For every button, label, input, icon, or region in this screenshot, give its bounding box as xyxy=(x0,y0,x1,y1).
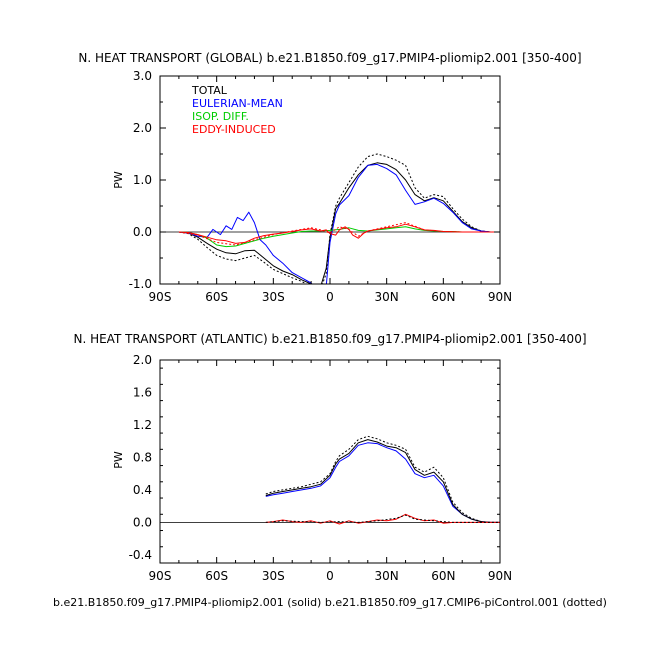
y-tick-label: 1.0 xyxy=(133,173,152,187)
y-axis-label: PW xyxy=(112,451,125,469)
x-tick-label: 90N xyxy=(488,290,512,304)
legend-eddy-induced: EDDY-INDUCED xyxy=(192,123,276,136)
series-line-total-dotted xyxy=(178,153,500,284)
series-line-total-solid xyxy=(265,439,500,523)
y-tick-label: 1.2 xyxy=(133,418,152,432)
series-line-total-solid xyxy=(178,162,500,284)
series-line-eddy-induced xyxy=(178,223,500,244)
x-tick-label: 30S xyxy=(262,569,285,583)
legend-isop-diff: ISOP. DIFF. xyxy=(192,110,249,123)
x-tick-label: 60N xyxy=(431,569,455,583)
x-tick-label: 60N xyxy=(431,290,455,304)
x-tick-label: 30S xyxy=(262,290,285,304)
x-tick-label: 90N xyxy=(488,569,512,583)
footer-caption: b.e21.B1850.f09_g17.PMIP4-pliomip2.001 (… xyxy=(53,596,607,609)
series-group xyxy=(265,435,500,525)
y-tick-label: 2.0 xyxy=(133,121,152,135)
chart-global: N. HEAT TRANSPORT (GLOBAL) b.e21.B1850.f… xyxy=(78,51,581,304)
series-line-total-dotted xyxy=(265,435,500,523)
legend: TOTAL EULERIAN-MEAN ISOP. DIFF. EDDY-IND… xyxy=(191,84,283,136)
series-line-total-dotted-eddy xyxy=(265,514,500,523)
y-tick-label: 3.0 xyxy=(133,69,152,83)
y-tick-label: -0.4 xyxy=(129,548,152,562)
chart-title: N. HEAT TRANSPORT (GLOBAL) b.e21.B1850.f… xyxy=(78,51,581,65)
y-tick-label: 0.0 xyxy=(133,225,152,239)
series-line-eddy-induced-dotted xyxy=(178,222,500,246)
series-line-eddy-induced-solid xyxy=(265,513,500,525)
x-tick-label: 30N xyxy=(375,569,399,583)
legend-eulerian-mean: EULERIAN-MEAN xyxy=(192,97,283,110)
legend-total: TOTAL xyxy=(191,84,228,97)
x-tick-label: 0 xyxy=(326,569,334,583)
y-axis-label: PW xyxy=(112,171,125,189)
x-tick-label: 60S xyxy=(205,569,228,583)
x-tick-label: 0 xyxy=(326,290,334,304)
y-tick-label: 0.0 xyxy=(133,515,152,529)
x-tick-label: 90S xyxy=(149,569,172,583)
y-tick-label: 1.6 xyxy=(133,385,152,399)
x-tick-label: 90S xyxy=(149,290,172,304)
chart-atlantic: N. HEAT TRANSPORT (ATLANTIC) b.e21.B1850… xyxy=(73,332,586,583)
series-group xyxy=(178,153,500,284)
chart-title: N. HEAT TRANSPORT (ATLANTIC) b.e21.B1850… xyxy=(73,332,586,346)
y-tick-label: -1.0 xyxy=(129,277,152,291)
x-tick-label: 60S xyxy=(205,290,228,304)
series-line-eulerian-mean-solid xyxy=(265,442,500,523)
y-tick-label: 2.0 xyxy=(133,353,152,367)
series-line-eulerian-mean xyxy=(178,163,500,284)
y-tick-label: 0.4 xyxy=(133,483,152,497)
x-tick-label: 30N xyxy=(375,290,399,304)
y-tick-label: 0.8 xyxy=(133,450,152,464)
plot-frame xyxy=(159,359,501,564)
